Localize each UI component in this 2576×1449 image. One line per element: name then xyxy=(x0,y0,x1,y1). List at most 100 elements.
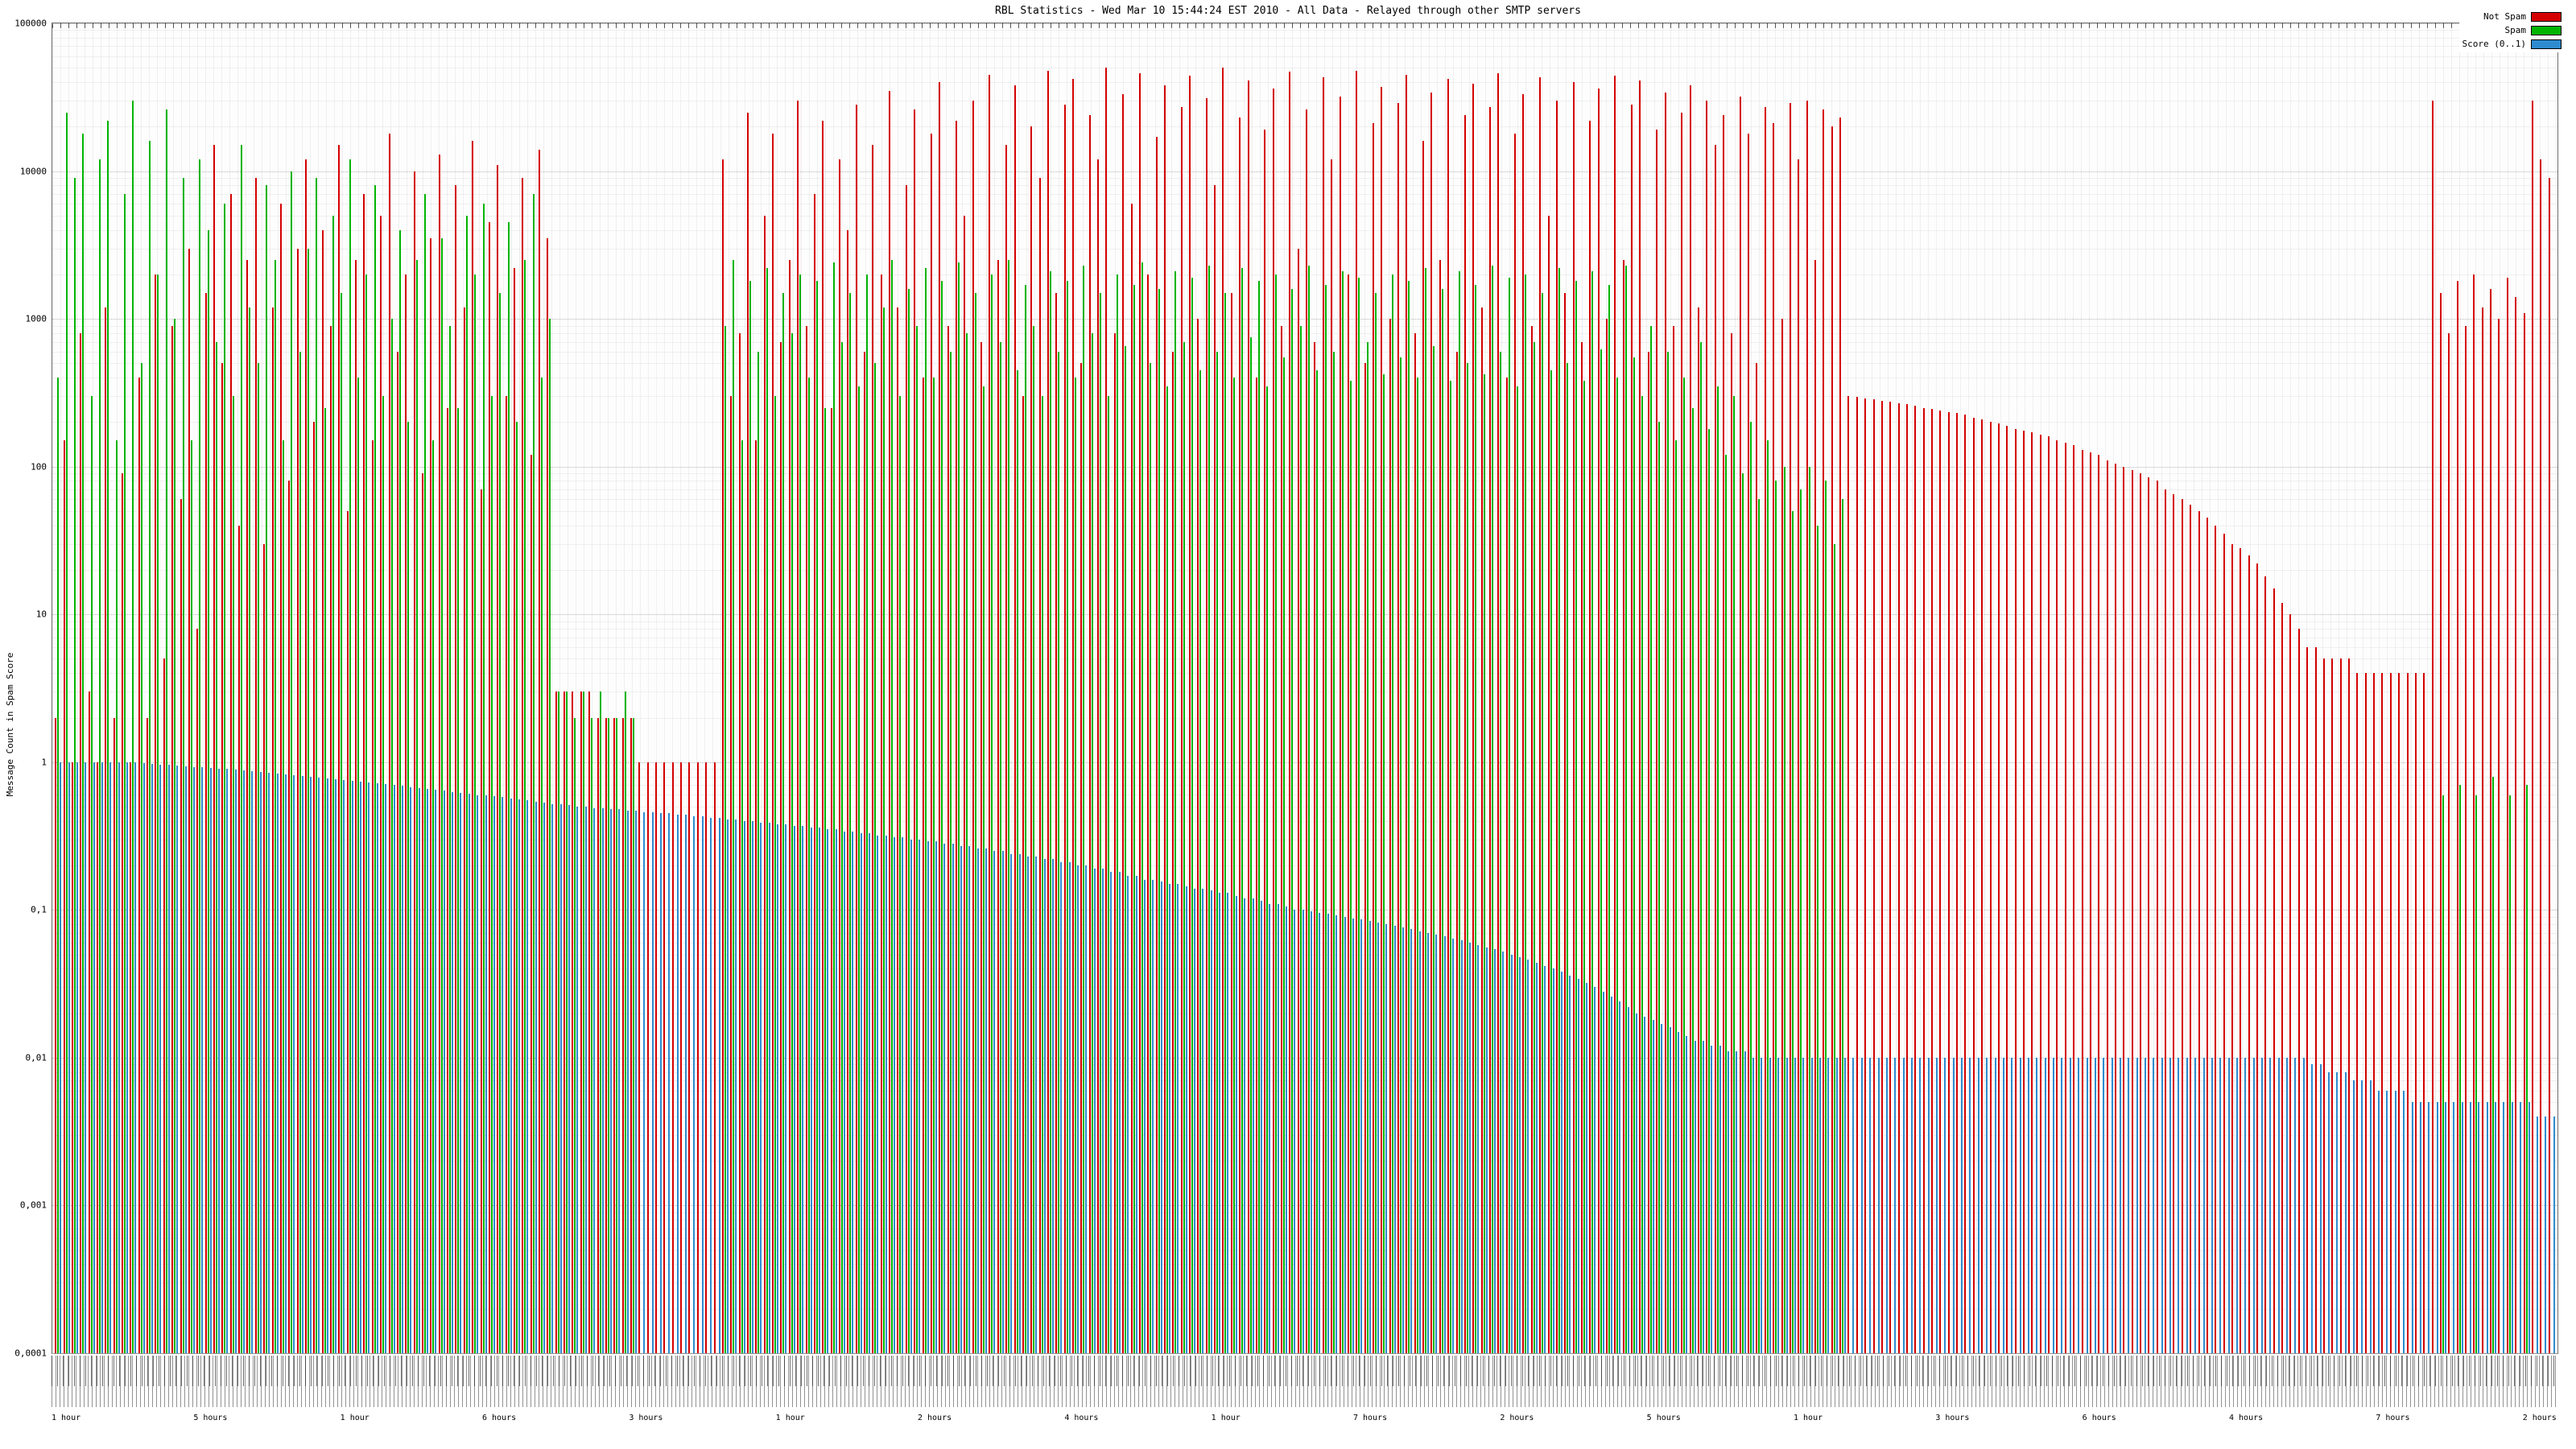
bar xyxy=(243,770,246,1353)
bar-group xyxy=(1063,23,1071,1353)
bar xyxy=(288,481,291,1353)
bar xyxy=(894,837,896,1353)
legend-item-score: Score (0..1) xyxy=(2462,37,2562,51)
bar xyxy=(463,307,465,1353)
bar xyxy=(564,691,566,1353)
bar xyxy=(1485,947,1488,1353)
bar xyxy=(1639,80,1641,1353)
bar xyxy=(1439,260,1441,1353)
bar-group xyxy=(504,23,512,1353)
bar xyxy=(1374,292,1377,1353)
bar xyxy=(122,473,124,1353)
bar xyxy=(363,194,365,1353)
bar xyxy=(2458,785,2461,1353)
bar-group xyxy=(2022,23,2030,1353)
bar-group xyxy=(1230,23,1238,1353)
bar-group xyxy=(2339,23,2347,1353)
bar-group xyxy=(346,23,354,1353)
bar xyxy=(1083,265,1085,1353)
bar-group xyxy=(1080,23,1088,1353)
bar-group xyxy=(704,23,712,1353)
bar xyxy=(318,777,320,1353)
bar xyxy=(1252,898,1254,1353)
bar xyxy=(2173,494,2175,1353)
bar xyxy=(234,770,237,1353)
bar-group xyxy=(121,23,129,1353)
bar-group xyxy=(362,23,370,1353)
bar xyxy=(855,105,857,1353)
minor-grid-line xyxy=(52,1228,2557,1229)
bar xyxy=(1143,879,1146,1353)
bar xyxy=(983,386,985,1353)
bar xyxy=(2344,1071,2347,1353)
bar xyxy=(276,773,279,1353)
bar xyxy=(1249,337,1252,1353)
bar xyxy=(1864,398,1867,1353)
bar xyxy=(1450,381,1452,1353)
bar xyxy=(1302,910,1304,1353)
bar-group xyxy=(1872,23,1880,1353)
minor-grid-line xyxy=(52,510,2557,512)
bar-group xyxy=(2256,23,2264,1353)
bar xyxy=(1691,407,1694,1353)
bar-group xyxy=(1780,23,1788,1353)
bar xyxy=(1674,440,1677,1353)
bar-group xyxy=(813,23,821,1353)
bar xyxy=(2439,292,2442,1353)
bar xyxy=(2498,319,2500,1353)
bar-group xyxy=(2080,23,2088,1353)
bar xyxy=(1775,481,1777,1353)
bar xyxy=(688,762,691,1353)
bar xyxy=(60,762,62,1353)
bar xyxy=(749,281,751,1353)
minor-grid-line xyxy=(52,185,2557,187)
bar xyxy=(1533,341,1535,1353)
legend-item-spam: Spam xyxy=(2462,23,2562,37)
bar xyxy=(1260,901,1262,1353)
bar xyxy=(810,828,812,1353)
bar-group xyxy=(1555,23,1563,1353)
bar xyxy=(1125,346,1127,1353)
bar xyxy=(390,319,393,1353)
bar xyxy=(2186,1057,2188,1353)
bar xyxy=(2106,460,2108,1353)
bar xyxy=(2161,1057,2163,1353)
bar xyxy=(943,844,946,1353)
bar xyxy=(421,473,423,1353)
bar xyxy=(415,260,418,1353)
bar-group xyxy=(1630,23,1638,1353)
bar-group xyxy=(721,23,729,1353)
bar-group xyxy=(2439,23,2447,1353)
y-tick-label: 0,01 xyxy=(25,1052,47,1063)
bar-group xyxy=(988,23,996,1353)
bar xyxy=(1739,96,1741,1353)
bar xyxy=(1580,341,1583,1353)
bar xyxy=(551,803,554,1353)
bar xyxy=(797,100,799,1353)
bar xyxy=(1944,1057,1946,1353)
bar xyxy=(1141,262,1143,1353)
major-grid-line xyxy=(52,762,2557,763)
bar-group xyxy=(1739,23,1747,1353)
bar xyxy=(1274,274,1277,1353)
bar-group xyxy=(1088,23,1096,1353)
bar xyxy=(216,341,217,1353)
bar-group xyxy=(1372,23,1380,1353)
bar xyxy=(2048,436,2050,1353)
bar xyxy=(1783,466,1785,1353)
bar xyxy=(1018,853,1021,1353)
bar xyxy=(1510,954,1513,1353)
bar xyxy=(190,440,192,1353)
bar xyxy=(1427,932,1430,1353)
bar xyxy=(1825,481,1827,1353)
bar xyxy=(791,332,793,1353)
bar xyxy=(73,177,76,1353)
bar xyxy=(807,378,810,1353)
bar xyxy=(115,440,118,1353)
bar xyxy=(763,215,766,1353)
bar xyxy=(407,422,410,1353)
bar xyxy=(2169,1057,2172,1353)
bar-group xyxy=(1963,23,1971,1353)
bar-group xyxy=(1196,23,1204,1353)
bar xyxy=(2128,1057,2130,1353)
